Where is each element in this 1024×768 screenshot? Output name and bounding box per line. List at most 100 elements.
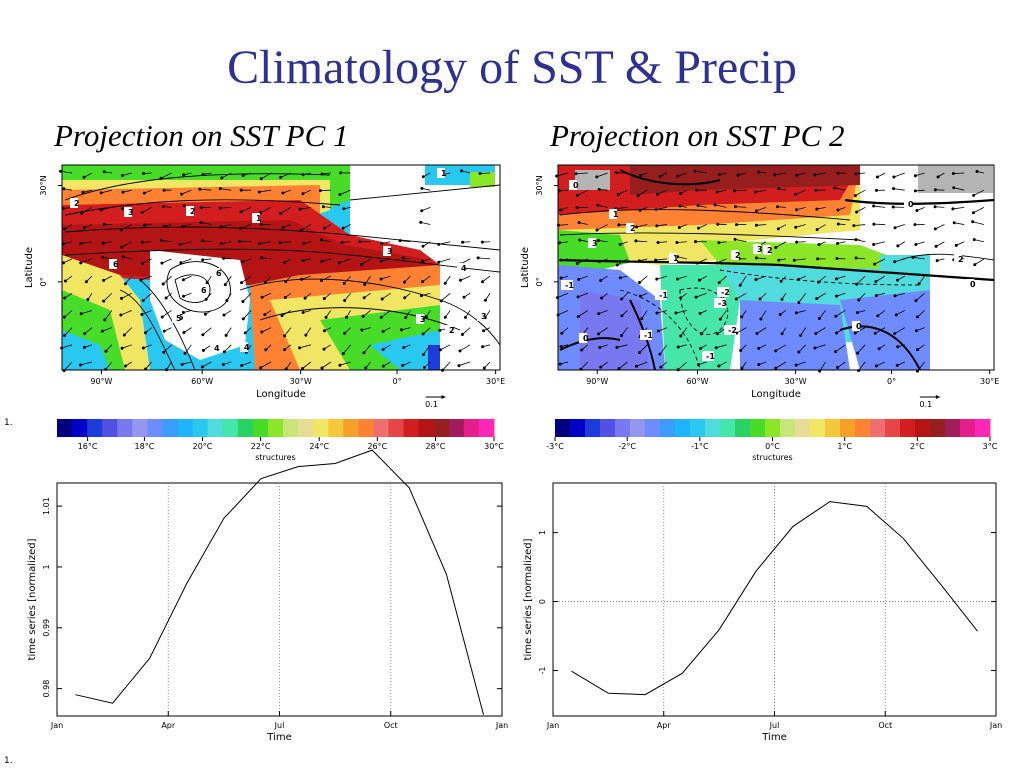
wind-arrowhead — [615, 345, 619, 349]
colorbar-tick-label: 26°C — [367, 442, 387, 451]
series-line — [571, 501, 978, 696]
wind-arrowhead — [84, 280, 88, 284]
wind-arrowhead — [458, 349, 462, 353]
colorbar-swatch — [630, 419, 646, 437]
wind-arrowhead — [102, 299, 106, 303]
contour-label-box — [561, 280, 573, 290]
wind-arrowhead — [874, 294, 878, 298]
wind-arrowhead — [835, 257, 839, 261]
wind-arrowhead — [82, 175, 86, 179]
wind-arrow — [299, 344, 311, 349]
wind-arrowhead — [341, 226, 345, 230]
wind-arrow — [656, 224, 668, 227]
wind-arrowhead — [578, 238, 582, 242]
wind-arrow — [935, 241, 945, 247]
wind-arrow — [362, 310, 371, 317]
wind-arrowhead — [198, 187, 202, 191]
contour-label-box — [457, 263, 465, 273]
wind-arrowhead — [201, 258, 205, 262]
wind-arrow — [124, 327, 132, 336]
wind-arrowhead — [103, 318, 107, 322]
wind-arrowhead — [913, 189, 917, 193]
wind-arrow — [855, 189, 866, 196]
wind-arrow — [64, 327, 73, 336]
contour-label: 2 — [190, 207, 196, 216]
wind-arrowhead — [892, 187, 896, 191]
wind-arrowhead — [635, 225, 639, 229]
wind-arrowhead — [199, 206, 203, 210]
wind-arrow — [659, 344, 668, 355]
x-tick-label: Oct — [878, 721, 892, 730]
wind-arrow — [795, 189, 806, 195]
wind-arrow — [655, 206, 668, 210]
wind-arrowhead — [599, 279, 603, 283]
contour-label-box — [445, 325, 453, 335]
wind-arrow — [575, 172, 588, 175]
colorbar-swatch — [675, 419, 691, 437]
colorbar-swatch — [418, 419, 435, 437]
wind-arrow — [438, 258, 451, 263]
wind-arrowhead — [713, 203, 717, 207]
wind-arrow — [181, 189, 192, 195]
colorbar-swatch — [795, 419, 811, 437]
colorbar-swatch — [975, 419, 991, 437]
wind-arrow — [756, 206, 767, 212]
wind-arrow — [103, 275, 112, 281]
wind-arrowhead — [79, 261, 83, 265]
wind-arrowhead — [257, 190, 261, 194]
wind-arrowhead — [119, 228, 123, 232]
wind-arrowhead — [260, 295, 264, 299]
colorbar-swatch — [615, 419, 631, 437]
wind-arrowhead — [854, 238, 858, 242]
wind-arrowhead — [935, 259, 939, 263]
vector-key-label: 0.1 — [425, 400, 438, 409]
wind-arrowhead — [654, 258, 658, 262]
contour-label-box — [954, 254, 962, 264]
wind-arrow — [716, 344, 727, 349]
wind-arrow — [953, 187, 965, 191]
wind-arrowhead — [344, 315, 348, 319]
wind-arrowhead — [799, 333, 803, 337]
colorbar-tick-label: 30°C — [484, 442, 504, 451]
wind-arrow — [120, 310, 132, 316]
wind-arrowhead — [936, 175, 940, 179]
wind-arrowhead — [201, 333, 205, 337]
wind-arrow — [616, 344, 628, 348]
wind-arrowhead — [421, 259, 425, 263]
wind-arrowhead — [754, 256, 758, 260]
wind-arrow — [775, 361, 787, 369]
wind-arrow — [578, 310, 589, 317]
wind-arrow — [141, 310, 152, 315]
wind-arrowhead — [218, 187, 222, 191]
wind-arrowhead — [797, 300, 801, 304]
contour-label: 3 — [481, 312, 487, 321]
contour-label-box — [197, 285, 205, 295]
wind-arrowhead — [399, 328, 403, 332]
wind-arrowhead — [674, 311, 678, 315]
wind-arrow — [160, 172, 172, 179]
wind-arrow — [100, 206, 112, 211]
wind-arrow — [301, 275, 311, 280]
wind-arrow — [720, 310, 727, 320]
wind-arrow — [80, 258, 93, 264]
colorbar-swatch — [585, 419, 601, 437]
wind-arrowhead — [913, 223, 917, 227]
contour-label: 2 — [449, 326, 455, 335]
wind-arrowhead — [424, 315, 428, 319]
wind-arrowhead — [181, 278, 185, 282]
wind-arrowhead — [82, 226, 86, 230]
wind-arrowhead — [179, 261, 183, 265]
wind-arrowhead — [658, 174, 662, 178]
x-tick-label: Jan — [50, 721, 63, 730]
wind-arrowhead — [815, 228, 819, 232]
contour-label-box — [109, 259, 117, 269]
wind-arrowhead — [238, 226, 242, 230]
wind-arrowhead — [263, 313, 267, 317]
wind-arrow — [896, 310, 905, 316]
wind-arrow — [199, 188, 212, 191]
wind-arrow — [480, 172, 491, 174]
colorbar-swatch — [840, 419, 856, 437]
wind-arrow — [557, 310, 569, 316]
wind-arrow — [401, 327, 411, 331]
